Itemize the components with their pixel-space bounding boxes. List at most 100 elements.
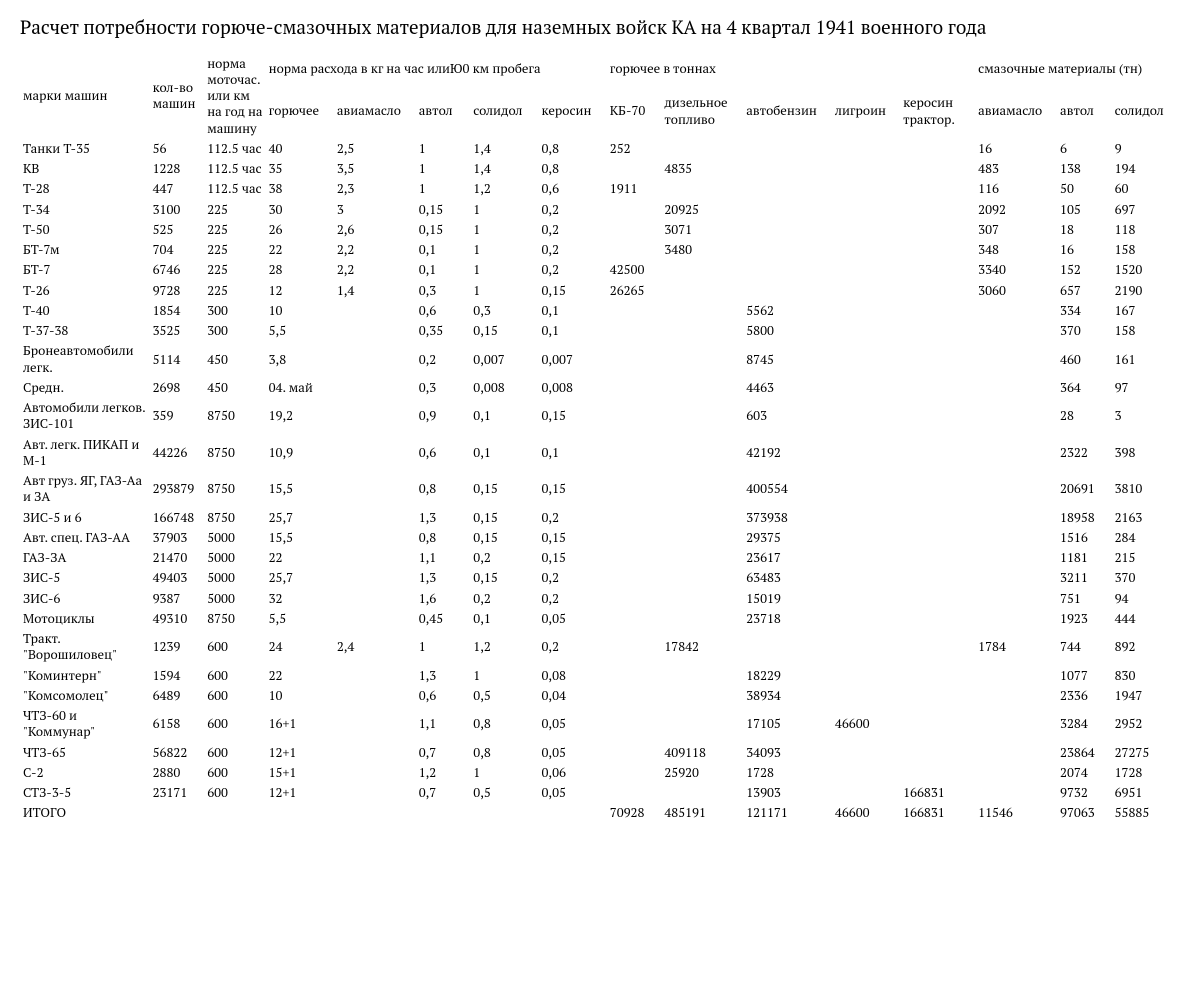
cell (743, 259, 832, 279)
cell (900, 588, 975, 608)
cell: 8750 (204, 507, 265, 527)
col-header: кол-во машин (150, 53, 205, 138)
cell: 334 (1057, 300, 1112, 320)
cell: 1,3 (416, 567, 471, 587)
cell: 1 (470, 259, 538, 279)
table-row: ЧТЗ-60 и "Коммунар"615860016+11,10,80,05… (20, 705, 1180, 742)
cell: 138 (1057, 158, 1112, 178)
cell (661, 665, 743, 685)
cell: 5000 (204, 567, 265, 587)
cell: 5000 (204, 547, 265, 567)
cell (975, 685, 1057, 705)
cell (607, 199, 662, 219)
cell (334, 320, 416, 340)
cell: 18229 (743, 665, 832, 685)
cell: 21470 (150, 547, 205, 567)
cell: 0,35 (416, 320, 471, 340)
table-row: ЗИС-693875000321,60,20,21501975194 (20, 588, 1180, 608)
cell: 25920 (661, 762, 743, 782)
cell (661, 377, 743, 397)
cell (832, 239, 900, 259)
cell: 28 (1057, 397, 1112, 434)
cell: 34093 (743, 742, 832, 762)
cell: 0,5 (470, 782, 538, 802)
cell: 892 (1112, 628, 1180, 665)
cell: 359 (150, 397, 205, 434)
cell (975, 705, 1057, 742)
cell: 3810 (1112, 470, 1180, 507)
row-label: Т-37-38 (20, 320, 150, 340)
cell (900, 685, 975, 705)
cell: 1228 (150, 158, 205, 178)
cell: 9732 (1057, 782, 1112, 802)
cell: 16 (1057, 239, 1112, 259)
cell (832, 138, 900, 158)
cell: 161 (1112, 340, 1180, 377)
cell: 0,2 (539, 199, 607, 219)
row-label: ИТОГО (20, 802, 150, 822)
cell: 0,008 (470, 377, 538, 397)
cell (900, 300, 975, 320)
cell (900, 259, 975, 279)
cell (900, 280, 975, 300)
cell: 1911 (607, 178, 662, 198)
sub-col-header: автол (1057, 83, 1112, 138)
cell (832, 259, 900, 279)
cell: 3,5 (334, 158, 416, 178)
table-row: ЧТЗ-655682260012+10,70,80,05409118340932… (20, 742, 1180, 762)
cell: 1 (470, 239, 538, 259)
cell: 307 (975, 219, 1057, 239)
cell: 1516 (1057, 527, 1112, 547)
cell: 1728 (1112, 762, 1180, 782)
cell (334, 300, 416, 320)
cell: 12 (266, 280, 334, 300)
cell (900, 397, 975, 434)
cell: 373938 (743, 507, 832, 527)
cell: 830 (1112, 665, 1180, 685)
cell: 38934 (743, 685, 832, 705)
table-row: Тракт. "Ворошиловец"1239600242,411,20,21… (20, 628, 1180, 665)
row-label: ЗИС-6 (20, 588, 150, 608)
cell: 1,2 (470, 628, 538, 665)
cell: 3,8 (266, 340, 334, 377)
cell: 8750 (204, 608, 265, 628)
cell: 3284 (1057, 705, 1112, 742)
row-label: Т-34 (20, 199, 150, 219)
cell (607, 397, 662, 434)
cell (900, 547, 975, 567)
cell: 29375 (743, 527, 832, 547)
cell (334, 762, 416, 782)
cell: 8745 (743, 340, 832, 377)
sub-col-header: дизельное топливо (661, 83, 743, 138)
cell: 97063 (1057, 802, 1112, 822)
row-label: Тракт. "Ворошиловец" (20, 628, 150, 665)
cell: 0,2 (539, 219, 607, 239)
cell: 49310 (150, 608, 205, 628)
cell: 105 (1057, 199, 1112, 219)
cell (334, 782, 416, 802)
col-header: норма расхода в кг на час илиЮ0 км пробе… (266, 53, 607, 83)
cell: 0,2 (539, 588, 607, 608)
sub-col-header: авиамасло (975, 83, 1057, 138)
cell: 37903 (150, 527, 205, 547)
cell (661, 259, 743, 279)
cell (607, 705, 662, 742)
cell: 398 (1112, 434, 1180, 471)
cell: 744 (1057, 628, 1112, 665)
cell (975, 397, 1057, 434)
cell: 22 (266, 665, 334, 685)
cell (334, 507, 416, 527)
cell: 46600 (832, 705, 900, 742)
cell: 26 (266, 219, 334, 239)
cell: 15+1 (266, 762, 334, 782)
cell (900, 507, 975, 527)
cell (607, 628, 662, 665)
sub-col-header: керосин трактор. (900, 83, 975, 138)
cell: 0,2 (539, 507, 607, 527)
cell (607, 685, 662, 705)
cell (334, 470, 416, 507)
cell (900, 158, 975, 178)
cell: 0,1 (539, 320, 607, 340)
header-row-1: марки машинкол-во машиннорма моточас. ил… (20, 53, 1180, 83)
cell: 1 (470, 199, 538, 219)
